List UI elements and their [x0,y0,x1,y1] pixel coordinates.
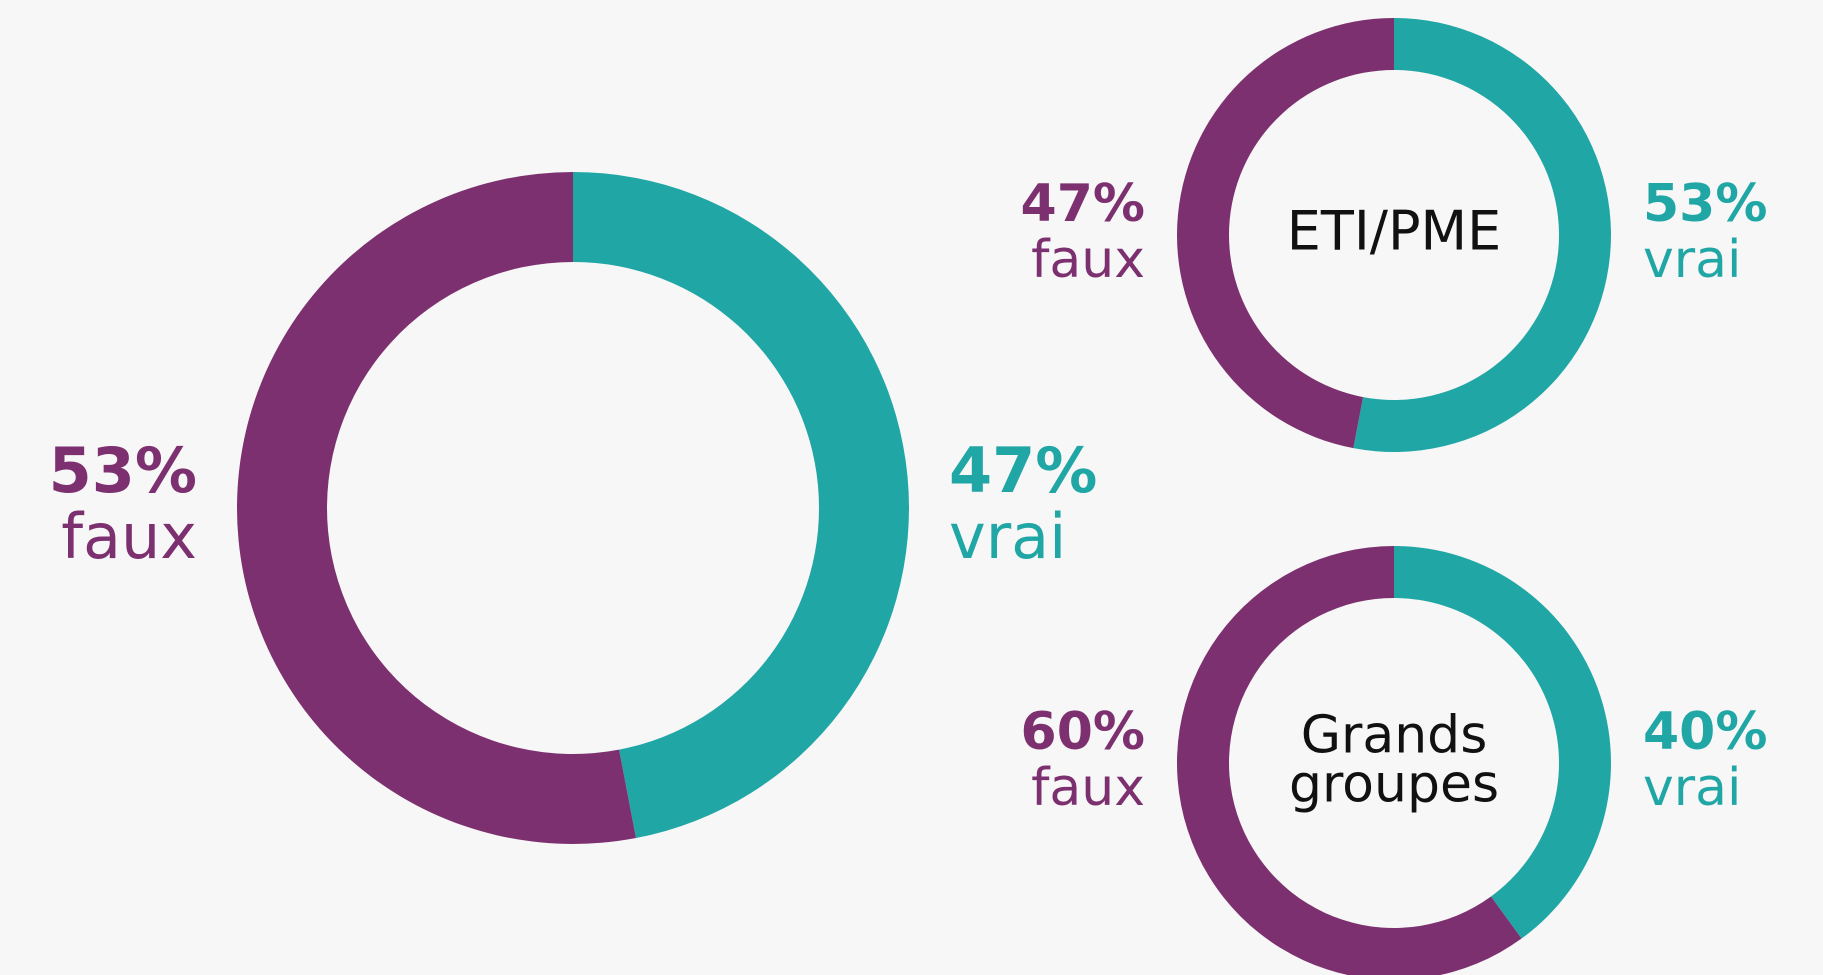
donut-segment [1353,18,1611,452]
donut-segment [1176,18,1394,449]
value-label: 53% [1643,174,1767,234]
category-label: faux [61,500,197,573]
donut-segment [573,172,910,839]
category-label: vrai [1643,758,1741,818]
category-label: faux [1031,230,1145,290]
category-label: vrai [949,500,1066,573]
value-label: 40% [1643,702,1767,762]
value-label: 53% [49,434,197,507]
donut-segment [237,172,636,844]
value-label: 60% [1021,702,1145,762]
category-label: faux [1031,758,1145,818]
value-label: 47% [1021,174,1145,234]
donut-segment [1394,546,1611,939]
center-label: ETI/PME [1287,200,1502,263]
value-label: 47% [949,434,1097,507]
category-label: vrai [1643,230,1741,290]
center-label: Grands groupes [1289,705,1499,814]
donut-segment [1177,546,1522,975]
